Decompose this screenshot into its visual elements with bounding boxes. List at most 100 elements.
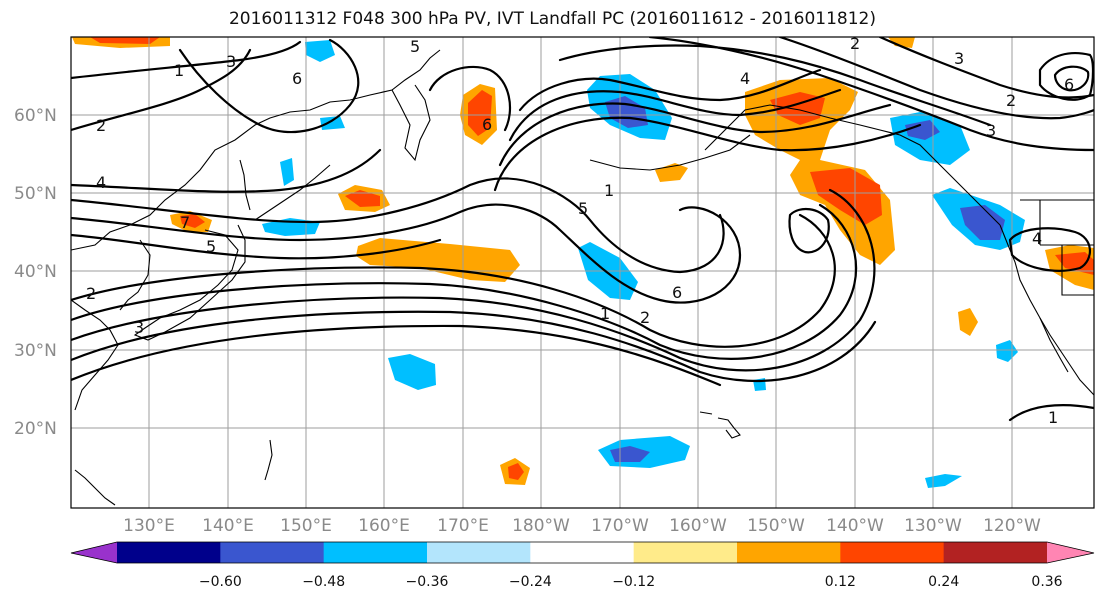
colorbar-outline (70, 541, 1095, 564)
pv-contour (1053, 65, 1090, 92)
colorbar-segment (943, 542, 1048, 563)
colorbar-segment (737, 542, 841, 563)
contour-label: 4 (1032, 229, 1042, 248)
colorbar-tick-label: 0.36 (1031, 574, 1062, 590)
shade-negative-core (960, 205, 1005, 240)
shade-positive-core (508, 463, 524, 480)
colorbar-tick-label: −0.24 (509, 574, 552, 590)
contour-label: 6 (292, 69, 302, 88)
shading-layer (72, 37, 1094, 488)
coastlines (71, 49, 1094, 506)
pv-contour (71, 203, 742, 304)
contour-label: 6 (482, 115, 492, 134)
contour-label: 2 (1006, 91, 1016, 110)
map-frame (70, 36, 1095, 509)
pv-contour (1008, 227, 1091, 272)
lon-label: 130°E (123, 516, 175, 536)
colorbar-segment (427, 542, 531, 563)
colorbar: −0.60−0.48−0.36−0.24−0.120.120.240.360.4… (70, 541, 1095, 590)
shade-positive-core (345, 190, 380, 207)
colorbar-segment (530, 542, 635, 563)
graticule (71, 37, 1094, 508)
pv-contour (71, 324, 722, 387)
mariana-islands (264, 439, 273, 481)
lon-label: 150°E (280, 516, 332, 536)
lat-label: 40°N (14, 262, 57, 282)
lon-label: 170°W (591, 516, 649, 536)
aleutian-islands (589, 134, 751, 171)
contour-label: 1 (600, 304, 610, 323)
contour-label: 7 (180, 213, 190, 232)
pv-contour (71, 48, 252, 132)
lon-label: 120°W (983, 516, 1041, 536)
contour-label: 1 (1048, 408, 1058, 427)
lon-label: 130°W (904, 516, 962, 536)
shade-positive-core (810, 168, 882, 225)
map-title: 2016011312 F048 300 hPa PV, IVT Landfall… (228, 9, 876, 29)
pv-contour (71, 40, 302, 80)
contour-label: 2 (640, 308, 650, 327)
lon-label: 170°E (437, 516, 489, 536)
pv-contour (1038, 52, 1094, 101)
kamchatka-coastline (391, 84, 431, 162)
contour-label: 2 (96, 116, 106, 135)
pv-contour (71, 233, 442, 260)
hawaii-islands (699, 411, 741, 439)
colorbar-segment (840, 542, 945, 563)
shade-positive (655, 163, 688, 182)
pv-contour (518, 68, 822, 112)
pv-contour (71, 148, 382, 193)
korea-coastline (119, 239, 151, 311)
pv-contour (71, 213, 836, 348)
colorbar-extend-left (71, 542, 117, 563)
colorbar-ticks: −0.60−0.48−0.36−0.24−0.120.120.240.360.4… (199, 574, 1063, 590)
shade-negative (996, 340, 1018, 362)
philippines-coastline (74, 469, 116, 506)
contour-label: 1 (174, 61, 184, 80)
colorbar-extend-right (1047, 542, 1094, 563)
shade-negative (280, 158, 294, 186)
colorbar-segment (117, 542, 221, 563)
contour-label: 5 (410, 37, 420, 56)
baja-coastline (1039, 317, 1069, 373)
shade-negative (388, 354, 436, 390)
lon-label: 140°W (826, 516, 884, 536)
lat-label: 50°N (14, 184, 57, 204)
colorbar-tick-label: −0.48 (302, 574, 345, 590)
colorbar-segment (220, 542, 325, 563)
lat-label: 20°N (14, 419, 57, 439)
shade-positive-core (90, 37, 160, 44)
lon-label: 160°E (358, 516, 410, 536)
lon-label: 150°W (747, 516, 805, 536)
shade-positive-core (468, 90, 492, 136)
contour-label: 6 (672, 283, 682, 302)
kuril-islands (254, 164, 331, 221)
pv-contour (648, 37, 1094, 152)
pv-contour (558, 44, 992, 127)
contour-label: 3 (954, 49, 964, 68)
contour-label: 6 (1064, 75, 1074, 94)
shade-negative (320, 116, 345, 130)
colorbar-tick-label: −0.36 (406, 574, 449, 590)
pv-contour (428, 65, 512, 132)
colorbar-segment (323, 542, 428, 563)
pv-contour (178, 38, 360, 134)
sakhalin-coastline (239, 159, 251, 211)
colorbar-tick-label: 0.12 (825, 574, 856, 590)
shade-negative (890, 112, 970, 165)
pv-contour (71, 310, 877, 383)
colorbar-tick-label: −0.12 (612, 574, 655, 590)
contour-label: 3 (134, 318, 144, 337)
contour-label: 5 (206, 237, 216, 256)
asia-coastline (71, 49, 441, 251)
lon-label: 160°W (669, 516, 727, 536)
contour-label: 3 (226, 52, 236, 71)
pv-contour (498, 102, 892, 167)
pv-contour (778, 37, 1094, 120)
lat-label: 30°N (14, 341, 57, 361)
contour-label: 4 (740, 69, 750, 88)
colorbar-tick-label: −0.60 (199, 574, 242, 590)
shade-positive-core (1055, 252, 1094, 275)
pv-contour (1008, 404, 1094, 422)
